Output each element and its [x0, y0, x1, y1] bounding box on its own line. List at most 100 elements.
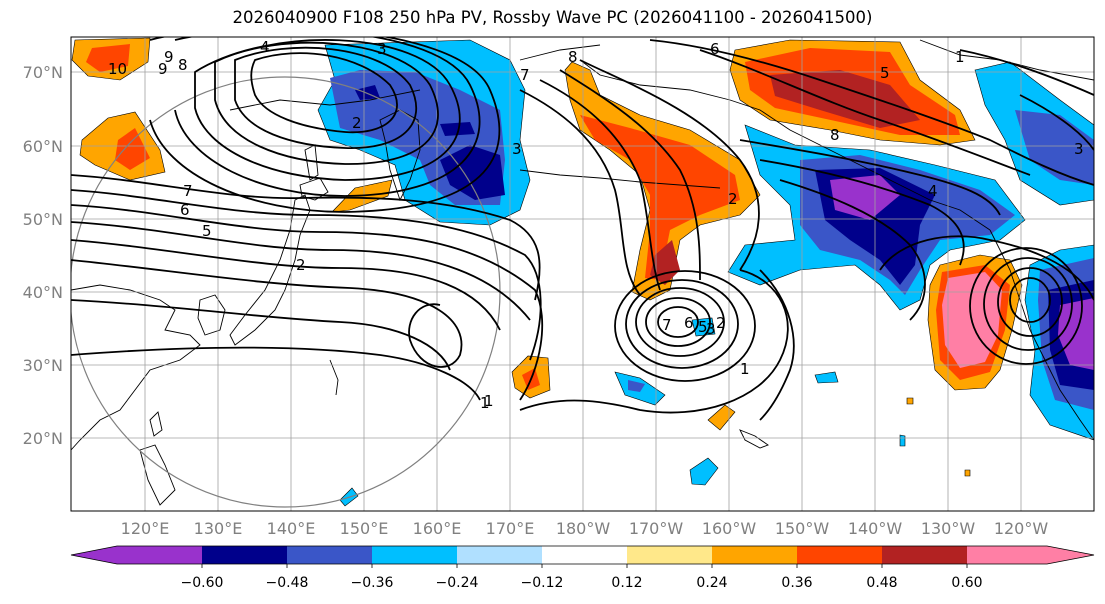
- coast-philippines: [139, 444, 176, 506]
- colorbar-segment: [202, 546, 287, 564]
- lon-label: 150°W: [775, 519, 830, 538]
- coast-kamchatka: [379, 109, 421, 202]
- anomaly-negative-north-core3: [440, 122, 475, 136]
- contour-label: 5: [880, 64, 890, 82]
- coast-sakhalin: [304, 144, 319, 181]
- contour-label: 10: [108, 60, 127, 78]
- colorbar-segment: [797, 546, 882, 564]
- colorbar: −0.60 −0.48 −0.36 −0.24 −0.12 0.12 0.24 …: [70, 545, 1095, 591]
- coastlines: [71, 39, 1094, 506]
- contour-label: 9: [158, 60, 168, 78]
- colorbar-tick-label: 0.60: [951, 575, 982, 591]
- coast-okhotsk-north: [229, 89, 421, 111]
- lat-label: 70°N: [23, 63, 63, 82]
- contour-w-6: [149, 37, 501, 213]
- coast-na-west: [989, 229, 1094, 441]
- contour-e-2: [997, 267, 1063, 337]
- contour-e-3: [983, 257, 1073, 351]
- colorbar-segment: [967, 546, 1047, 564]
- lon-label: 170°W: [629, 519, 684, 538]
- contour-label: 7: [662, 316, 672, 334]
- lon-label: 150°E: [340, 519, 389, 538]
- contour-c-2: [645, 297, 711, 347]
- contour-label: 9: [164, 48, 174, 66]
- map-title: 2026040900 F108 250 hPa PV, Rossby Wave …: [232, 8, 873, 27]
- anomaly-positive-central-red: [580, 115, 740, 280]
- contour-label: 6: [684, 314, 694, 332]
- anomaly-positive-central-dark: [650, 240, 680, 285]
- colorbar-tick-label: −0.24: [436, 575, 479, 591]
- contour-label: 2: [296, 256, 306, 274]
- contour-label: 5: [202, 222, 212, 240]
- anomaly-negative-small-4: [814, 371, 839, 384]
- contour-label: 2: [352, 114, 362, 132]
- contour-w-1: [250, 52, 398, 134]
- colorbar-extend-high: [1047, 546, 1094, 564]
- contour-e-5: [879, 235, 1094, 301]
- lat-label: 20°N: [23, 429, 63, 448]
- contour-label: 3: [706, 320, 716, 338]
- colorbar-tick-label: −0.12: [521, 575, 564, 591]
- anomaly-negative-north-core1: [440, 145, 505, 200]
- contour-c-1: [657, 306, 699, 338]
- map-area: 10 9 8 7 6 5 4 3 2 1 7 6 5 3 2 1 8 7 6 5…: [71, 37, 1094, 511]
- contour-label: 1: [740, 360, 750, 378]
- coast-korea: [197, 294, 226, 336]
- contour-label: 8: [830, 126, 840, 144]
- colorbar-segment: [712, 546, 797, 564]
- contour-c-4: [625, 279, 739, 369]
- lon-label: 130°E: [194, 519, 243, 538]
- anomaly-positive-ne-core: [770, 70, 920, 128]
- pv-contours: [71, 37, 1094, 421]
- lon-label: 140°E: [267, 519, 316, 538]
- lon-labels: 120°E 130°E 140°E 150°E 160°E 170°E 180°…: [121, 519, 1049, 538]
- contour-label: 6: [710, 40, 720, 58]
- contour-label: 3: [1074, 140, 1084, 158]
- colorbar-tick-label: −0.60: [181, 575, 224, 591]
- contour-label: 2: [716, 314, 726, 332]
- anomaly-negative-small-1-core: [628, 380, 645, 392]
- colorbar-tick-label: −0.36: [351, 575, 394, 591]
- contour-label: 2: [728, 190, 738, 208]
- colorbar-segment: [627, 546, 712, 564]
- lat-label: 50°N: [23, 210, 63, 229]
- coast-japan: [229, 194, 311, 346]
- colorbar-segment: [287, 546, 372, 564]
- colorbar-segment: [372, 546, 457, 564]
- contour-w-3: [214, 41, 439, 165]
- anomaly-positive-small-4: [964, 469, 971, 477]
- contour-z-5: [71, 239, 501, 331]
- colorbar-tick-label: 0.24: [696, 575, 727, 591]
- coast-taiwan: [149, 411, 163, 437]
- lon-label: 130°W: [921, 519, 976, 538]
- contour-w-4: [194, 39, 461, 181]
- contour-e-1: [1009, 277, 1051, 323]
- contour-label: 1: [484, 392, 494, 410]
- lon-label: 120°W: [994, 519, 1049, 538]
- colorbar-segment: [457, 546, 542, 564]
- anomaly-positive-small-5: [906, 397, 914, 405]
- colorbar-outline: [70, 545, 1095, 565]
- contour-t-3: [559, 69, 701, 281]
- contour-t-1: [519, 89, 641, 296]
- anomaly-positive-west-core: [115, 128, 150, 170]
- contour-z-7: [71, 299, 451, 371]
- contour-label: 7: [520, 66, 530, 84]
- anomaly-negative-east-purple: [830, 175, 900, 220]
- anomaly-negative-small-2: [689, 457, 719, 486]
- lat-label: 40°N: [23, 283, 63, 302]
- anomaly-positive-nw-core: [86, 44, 130, 72]
- contour-z-4: [71, 221, 531, 321]
- contour-label: 4: [928, 182, 938, 200]
- coast-alaska-west: [579, 59, 991, 231]
- contour-ne-3: [739, 139, 1001, 216]
- anomaly-positive-small-3: [707, 404, 736, 431]
- colorbar-tick-label: 0.48: [866, 575, 897, 591]
- contour-ne-1: [649, 39, 1094, 186]
- colorbar-tick-label: 0.12: [611, 575, 642, 591]
- contour-label: 3: [512, 140, 522, 158]
- contour-label: 8: [568, 48, 578, 66]
- coast-asia: [71, 284, 201, 451]
- contour-ne-5: [779, 179, 926, 321]
